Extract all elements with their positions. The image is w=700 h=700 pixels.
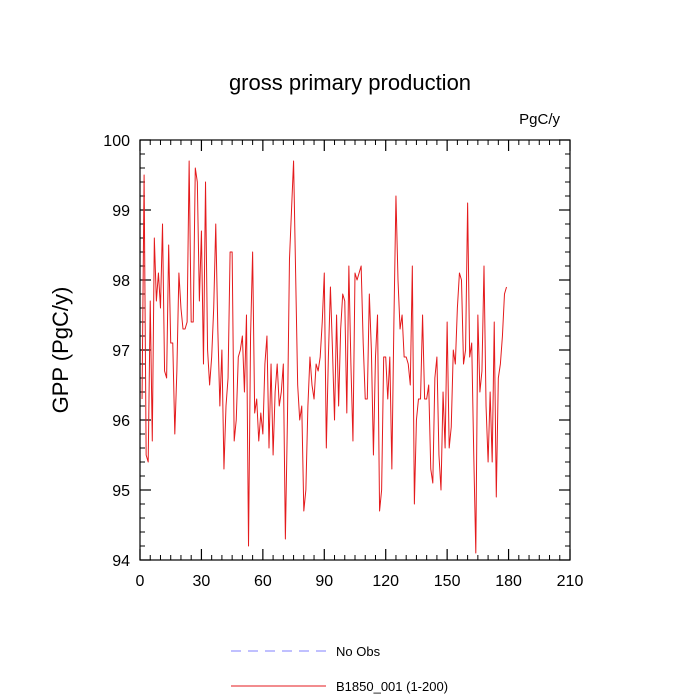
legend-entry-label: No Obs	[336, 644, 381, 659]
y-tick-label: 100	[103, 133, 130, 150]
labels: gross primary production PgC/y GPP (PgC/…	[48, 70, 560, 413]
x-tick-label: 0	[136, 573, 145, 590]
x-tick-label: 120	[372, 573, 399, 590]
axes: 0 30 60 90 120 150 180 210 94 95 96 97 98 99 100	[103, 133, 583, 590]
x-tick-label: 150	[434, 573, 461, 590]
legend-entry-label: B1850_001 (1-200)	[336, 679, 448, 694]
y-tick-label: 96	[112, 413, 130, 430]
x-tick-label: 90	[315, 573, 333, 590]
y-tick-label: 98	[112, 273, 130, 290]
series-line-b1850-001-1-200	[141, 160, 508, 554]
units-label: PgC/y	[519, 111, 560, 128]
y-tick-label: 94	[112, 553, 130, 570]
x-tick-label: 30	[193, 573, 211, 590]
plot-frame	[139, 139, 571, 561]
chart-title: gross primary production	[229, 70, 471, 95]
legend: No Obs B1850_001 (1-200)	[231, 644, 448, 694]
x-tick-label: 210	[557, 573, 584, 590]
y-axis-label: GPP (PgC/y)	[48, 287, 73, 414]
y-tick-label: 99	[112, 203, 130, 220]
series-layer	[141, 160, 508, 554]
x-tick-label: 60	[254, 573, 272, 590]
y-tick-label: 97	[112, 343, 130, 360]
x-tick-label: 180	[495, 573, 522, 590]
y-tick-label: 95	[112, 483, 130, 500]
